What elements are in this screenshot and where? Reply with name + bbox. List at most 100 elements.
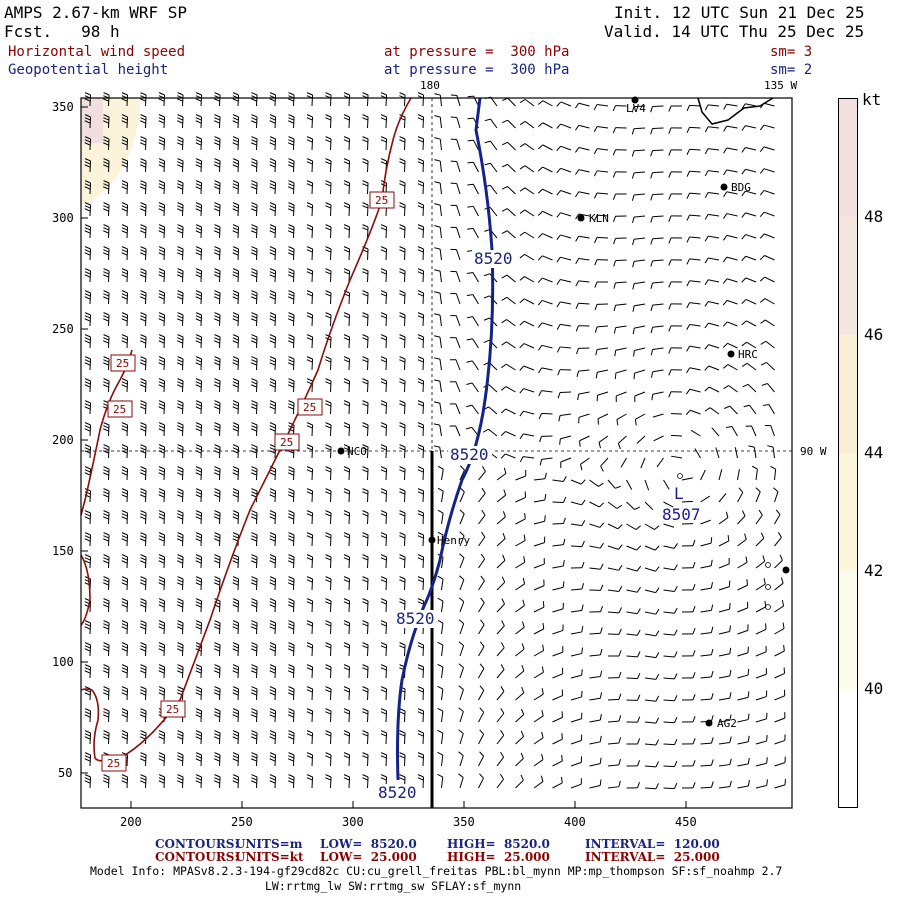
wind-barb-feather <box>306 205 313 209</box>
wind-barb-feather <box>541 688 544 695</box>
wind-barb-feather <box>362 444 369 448</box>
wind-barb <box>108 204 110 217</box>
wind-barb-feather <box>232 469 239 473</box>
wind-barb <box>163 468 166 481</box>
wind-barb <box>644 567 656 572</box>
wind-barb <box>774 560 783 569</box>
wind-barb-feather <box>195 576 202 580</box>
wind-barb-feather <box>232 117 239 121</box>
wind-barb-feather <box>121 381 128 385</box>
wind-barb-feather <box>121 714 128 718</box>
wind-barb-feather <box>269 98 276 102</box>
wind-barb-feather <box>232 777 239 781</box>
wind-barb <box>256 116 258 129</box>
wind-barb-feather <box>251 576 258 580</box>
wind-barb-feather <box>501 620 505 627</box>
wind-barb <box>274 490 277 503</box>
wind-barb-feather <box>541 731 544 738</box>
wind-barb <box>385 710 388 723</box>
wind-barb <box>505 430 516 437</box>
wind-barb-feather <box>214 208 220 212</box>
wind-barb-feather <box>599 542 604 549</box>
wind-barb-feather <box>636 629 641 636</box>
wind-barb-feather <box>269 714 276 718</box>
wind-barb <box>700 495 711 503</box>
wind-barb <box>524 187 535 195</box>
wind-barb-feather <box>84 730 91 734</box>
wind-barb-feather <box>306 623 313 627</box>
wind-barb-feather <box>177 620 184 624</box>
wind-barb-feather <box>214 378 221 382</box>
wind-barb-feather <box>251 425 258 429</box>
wind-barb-feather <box>483 317 490 321</box>
wind-barb-feather <box>269 686 276 690</box>
wind-barb-feather <box>103 318 109 322</box>
wind-barb <box>404 446 406 459</box>
wind-barb-feather <box>362 488 369 492</box>
wind-barb-feather <box>84 227 91 231</box>
wind-barb-feather <box>158 604 165 608</box>
wind-barb-feather <box>177 296 183 300</box>
wind-barb-feather <box>417 92 424 96</box>
wind-barb <box>367 578 369 591</box>
wind-barb-feather <box>195 535 202 539</box>
wind-barb <box>496 538 506 547</box>
wind-barb-feather <box>417 491 424 495</box>
wind-barb-feather <box>269 535 276 539</box>
wind-barb-feather <box>103 362 109 366</box>
wind-barb-feather <box>434 247 441 250</box>
wind-barb-feather <box>269 246 276 250</box>
wind-barb-feather <box>214 560 220 564</box>
wind-barb <box>663 765 675 768</box>
wind-barb-feather <box>741 277 747 283</box>
wind-barb <box>145 380 147 393</box>
wind-barb <box>108 688 110 701</box>
wind-barb-feather <box>306 532 313 536</box>
wind-barb <box>182 446 184 459</box>
wind-barb <box>755 784 767 789</box>
wind-barb-feather <box>631 194 635 201</box>
wind-barb-feather <box>362 598 369 602</box>
wind-barb-feather <box>103 472 109 476</box>
wind-barb-feather <box>269 381 276 385</box>
wind-barb <box>311 292 314 305</box>
wind-barb <box>589 545 601 549</box>
wind-barb <box>626 677 638 680</box>
wind-barb-feather <box>519 187 526 192</box>
wind-barb-feather <box>121 670 128 674</box>
wind-barb-feather <box>380 576 387 580</box>
wind-barb-feather <box>618 693 622 700</box>
wind-barb-feather <box>214 290 221 294</box>
wind-barb <box>524 253 535 261</box>
wind-barb <box>89 380 92 393</box>
wind-barb-feather <box>214 246 221 250</box>
wind-barb-feather <box>417 752 424 756</box>
wind-barb-feather <box>561 733 563 740</box>
wind-barb <box>293 182 295 195</box>
wind-barb-feather <box>269 340 276 344</box>
wind-barb-feather <box>362 513 369 517</box>
wind-barb-feather <box>306 202 313 206</box>
wind-barb-feather <box>158 230 165 234</box>
wind-barb-feather <box>465 426 472 430</box>
wind-barb <box>652 149 664 152</box>
wind-barb-feather <box>306 491 313 495</box>
wind-barb-feather <box>158 670 165 674</box>
wind-barb <box>293 534 295 547</box>
wind-barb-feather <box>269 296 276 300</box>
wind-barb-feather <box>343 623 350 627</box>
wind-barb-feather <box>140 274 146 278</box>
wind-barb <box>367 622 369 635</box>
wind-barb-feather <box>288 582 294 586</box>
wind-barb-feather <box>121 428 128 432</box>
wind-barb <box>422 490 425 503</box>
wind-barb <box>237 94 240 107</box>
wind-barb-feather <box>121 136 128 140</box>
wind-barb-feather <box>84 557 91 561</box>
wind-barb-feather <box>251 312 258 316</box>
wind-barb-feather <box>251 318 257 322</box>
wind-barb <box>763 146 775 151</box>
wind-barb-feather <box>343 183 350 187</box>
wind-barb-feather <box>195 667 202 671</box>
wind-barb-feather <box>343 403 350 407</box>
